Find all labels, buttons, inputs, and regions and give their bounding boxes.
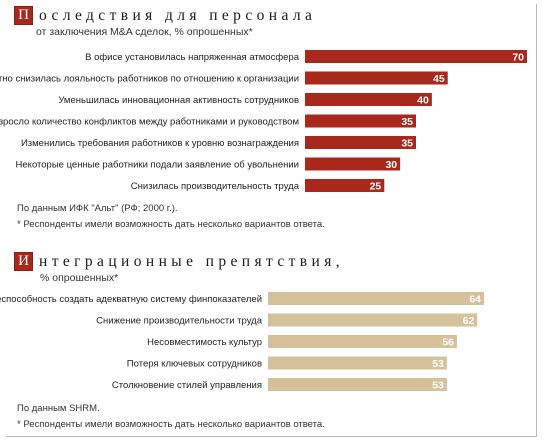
title-text: оследствия для персонала <box>39 7 317 24</box>
bar <box>305 114 416 128</box>
category-label: Возросло количество конфликтов между раб… <box>0 117 299 128</box>
chart-title: П оследствия для персонала <box>14 6 316 25</box>
data-label: 35 <box>401 138 413 150</box>
chart-subtitle: % опрошенных* <box>40 272 119 284</box>
bar <box>268 356 447 370</box>
data-label: 35 <box>401 116 413 128</box>
bar <box>268 313 478 327</box>
data-label: 30 <box>385 159 397 171</box>
title-initial: И <box>14 252 33 271</box>
category-label: Столкновение стилей управления <box>112 380 262 391</box>
chart-title: И нтеграционные препятствия, <box>14 252 344 271</box>
category-label: Изменились требования работников к уровн… <box>21 138 299 149</box>
figure-frame <box>6 4 537 437</box>
data-label: 45 <box>433 73 445 85</box>
bar <box>305 136 416 149</box>
bar <box>268 292 484 305</box>
data-label: 64 <box>469 294 481 306</box>
category-label: Снижение производительности труда <box>96 316 263 327</box>
data-label: 25 <box>370 181 382 193</box>
category-label: Некоторые ценные работники подали заявле… <box>16 160 299 171</box>
source-note: По данным ИФК "Альт" (РФ; 2000 г.). <box>17 203 178 214</box>
data-label: 62 <box>463 315 475 327</box>
title-initial: П <box>14 6 33 25</box>
footnote: * Респонденты имели возможность дать нес… <box>17 219 325 230</box>
bar-chart-consequences: В офисе установилась напряженная атмосфе… <box>0 50 527 193</box>
category-label: В офисе установилась напряженная атмосфе… <box>85 52 300 63</box>
footnote: * Респонденты имели возможность дать нес… <box>17 419 325 430</box>
data-label: 40 <box>417 95 429 107</box>
category-label: Снизилась производительность труда <box>131 181 300 192</box>
category-label: Несовместимость культур <box>147 337 262 348</box>
category-label: Потеря ключевых сотрудников <box>127 359 262 370</box>
data-label: 53 <box>432 358 444 370</box>
bar <box>305 71 448 85</box>
chart-panel-consequences: П оследствия для персонала от заключения… <box>0 4 536 236</box>
data-label: 53 <box>432 380 444 392</box>
bar-chart-obstacles: Неспособность создать адекватную систему… <box>0 292 484 392</box>
category-label: Неспособность создать адекватную систему… <box>0 294 262 305</box>
bar <box>268 378 447 391</box>
bar <box>305 50 527 63</box>
category-label: Заметно снизилась лояльность работников … <box>0 74 299 85</box>
bar <box>268 335 457 348</box>
bar <box>305 93 432 106</box>
chart-panel-obstacles: И нтеграционные препятствия, % опрошенны… <box>0 250 536 436</box>
category-label: Уменьшилась инновационная активность сот… <box>58 95 299 106</box>
bar <box>305 179 385 192</box>
source-note: По данным SHRM. <box>17 403 100 414</box>
title-text: нтеграционные препятствия, <box>39 253 345 270</box>
data-label: 70 <box>512 52 524 64</box>
chart-subtitle: от заключения M&A сделок, % опрошенных* <box>36 26 253 38</box>
data-label: 56 <box>442 337 454 349</box>
bar <box>305 157 401 171</box>
